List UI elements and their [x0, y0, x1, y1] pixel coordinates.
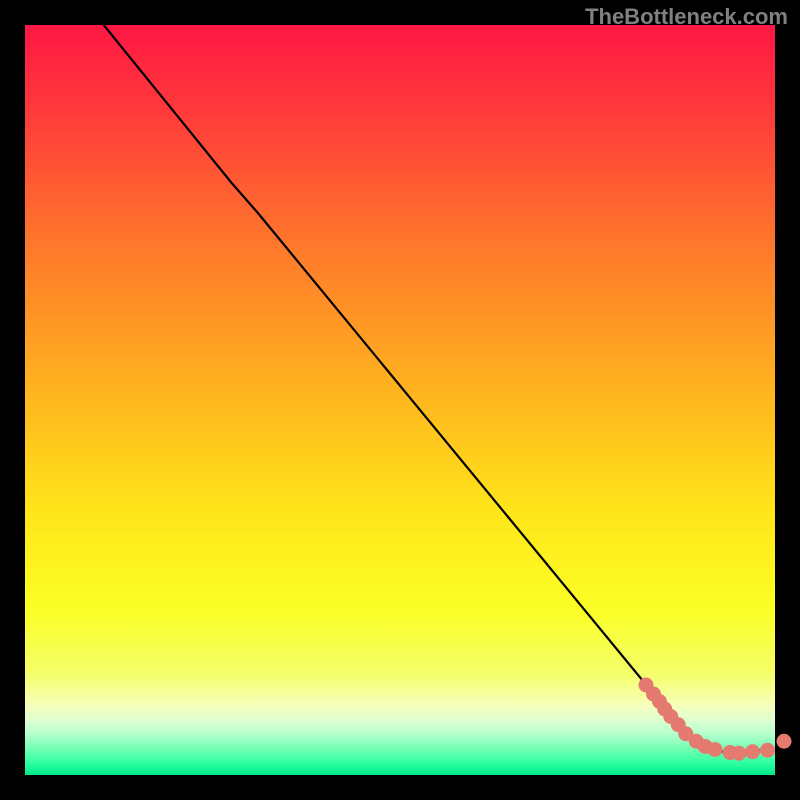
- marker-dot: [746, 745, 760, 759]
- marker-dot: [732, 746, 746, 760]
- gradient-area: [25, 25, 775, 775]
- chart-stage: TheBottleneck.com: [0, 0, 800, 800]
- watermark-text: TheBottleneck.com: [585, 4, 788, 30]
- marker-dot: [761, 743, 775, 757]
- marker-dot: [777, 734, 791, 748]
- marker-dot: [708, 743, 722, 757]
- chart-svg: [0, 0, 800, 800]
